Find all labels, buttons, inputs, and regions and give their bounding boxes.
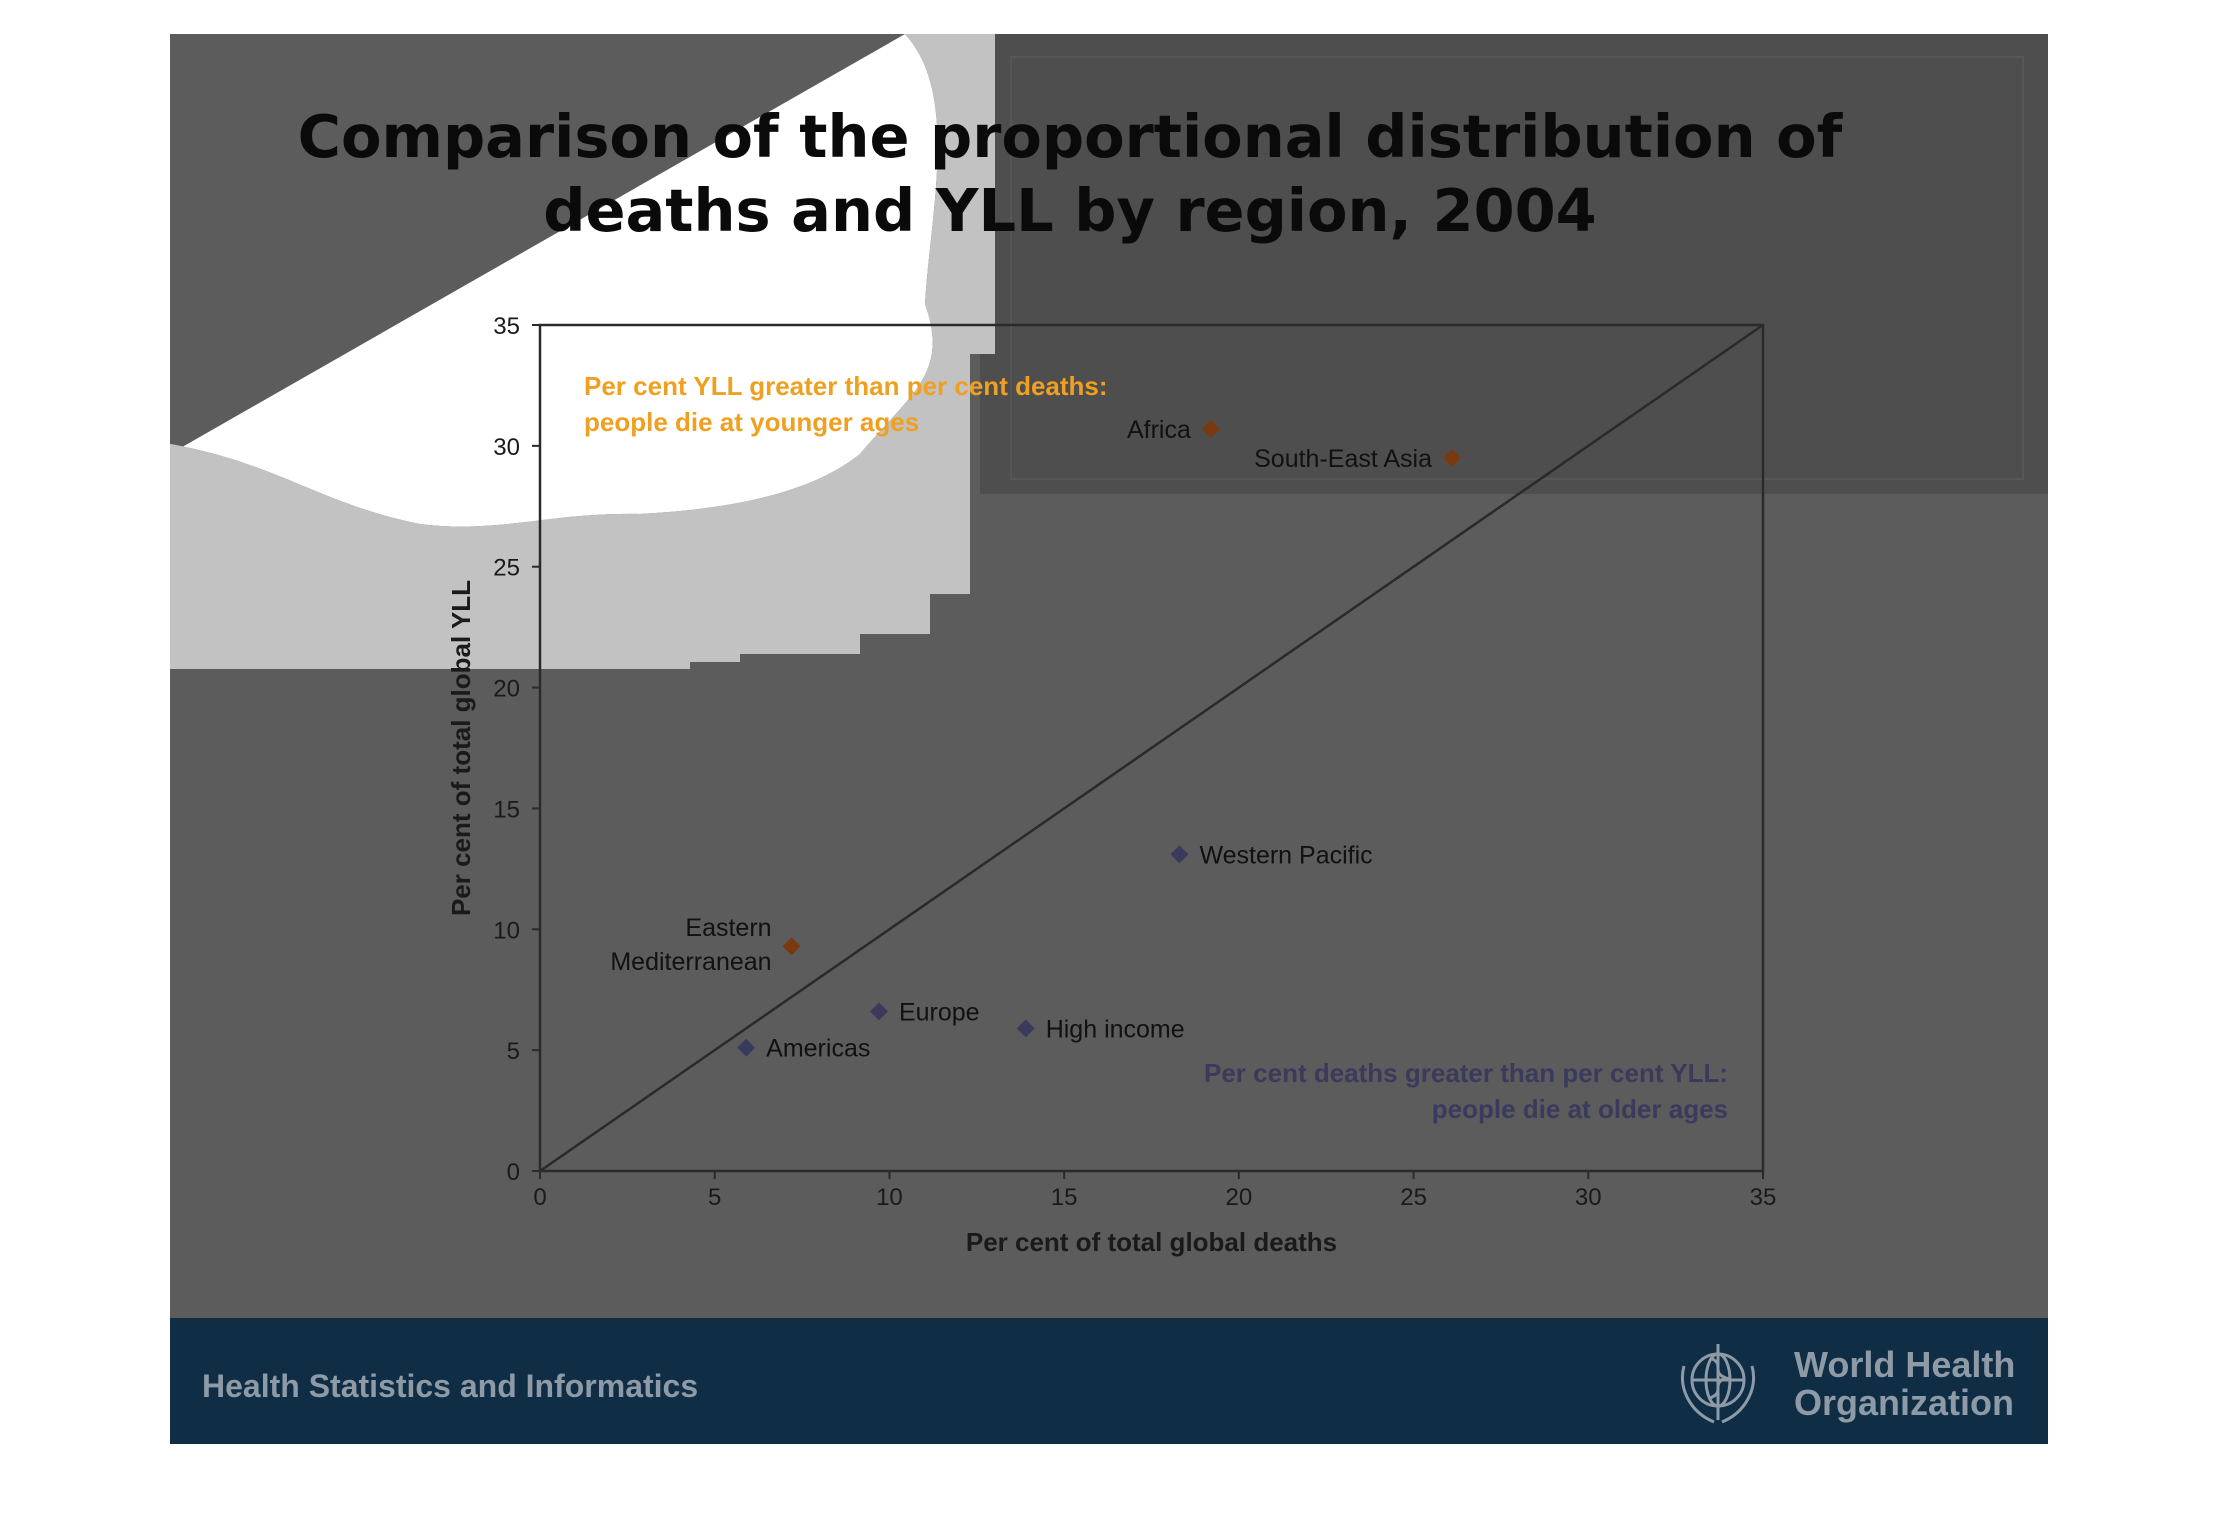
annotation-line: Per cent deaths greater than per cent YL… (1204, 1058, 1728, 1088)
y-tick-label: 30 (493, 434, 520, 461)
data-point-marker (782, 937, 801, 956)
header-image-frame (1010, 56, 2024, 480)
x-tick-label: 20 (1226, 1184, 1253, 1211)
data-point-marker (1016, 1019, 1035, 1038)
data-point-label: Americas (766, 1035, 870, 1063)
y-axis-label: Per cent of total global YLL (446, 580, 476, 916)
x-tick-label: 35 (1750, 1184, 1777, 1211)
x-tick-label: 0 (533, 1184, 546, 1211)
footer-bar: Health Statistics and Informatics World … (170, 1318, 2048, 1444)
y-tick-label: 15 (493, 796, 520, 823)
x-tick-label: 25 (1400, 1184, 1427, 1211)
who-emblem-icon (1681, 1344, 1755, 1424)
org-line-1: World Health (1794, 1344, 2016, 1385)
data-point-label: Europe (899, 998, 980, 1026)
x-tick-label: 10 (876, 1184, 903, 1211)
header-image-panel (980, 34, 2048, 494)
data-point-marker (737, 1038, 756, 1057)
y-tick-label: 25 (493, 555, 520, 582)
data-point-label: High income (1046, 1015, 1185, 1043)
x-axis-label: Per cent of total global deaths (966, 1227, 1337, 1257)
title-line-2: deaths and YLL by region, 2004 (543, 176, 1597, 245)
annotation-line: people die at older ages (1432, 1094, 1728, 1124)
data-point-marker (1201, 419, 1220, 438)
data-point-label: Western Pacific (1199, 841, 1372, 869)
slide-title: Comparison of the proportional distribut… (170, 100, 1970, 248)
organization-name: World Health Organization (1794, 1346, 2015, 1422)
light-backdrop (170, 34, 995, 694)
y-tick-label: 35 (493, 313, 520, 340)
data-point-label: Eastern (685, 914, 771, 942)
reference-line (539, 323, 1764, 1173)
x-tick-label: 15 (1051, 1184, 1078, 1211)
data-point-marker (1443, 448, 1462, 467)
plot-area-frame (538, 323, 1765, 1173)
data-point-label: Africa (1127, 416, 1191, 444)
data-point-marker (869, 1002, 888, 1021)
data-point-marker (1170, 845, 1189, 864)
y-tick-label: 10 (493, 917, 520, 944)
x-tick-label: 30 (1575, 1184, 1602, 1211)
y-tick-label: 0 (507, 1159, 520, 1186)
x-tick-label: 5 (708, 1184, 721, 1211)
annotation-line: Per cent YLL greater than per cent death… (584, 371, 1108, 401)
annotation-line: people die at younger ages (584, 407, 919, 437)
y-tick-label: 5 (507, 1038, 520, 1065)
footer-text: Health Statistics and Informatics (202, 1368, 699, 1404)
data-point-label: South-East Asia (1254, 445, 1432, 473)
slide-background (170, 34, 2048, 1444)
data-point-label: Mediterranean (610, 948, 771, 976)
title-line-1: Comparison of the proportional distribut… (297, 102, 1843, 171)
y-tick-label: 20 (493, 676, 520, 703)
org-line-2: Organization (1794, 1382, 2015, 1423)
